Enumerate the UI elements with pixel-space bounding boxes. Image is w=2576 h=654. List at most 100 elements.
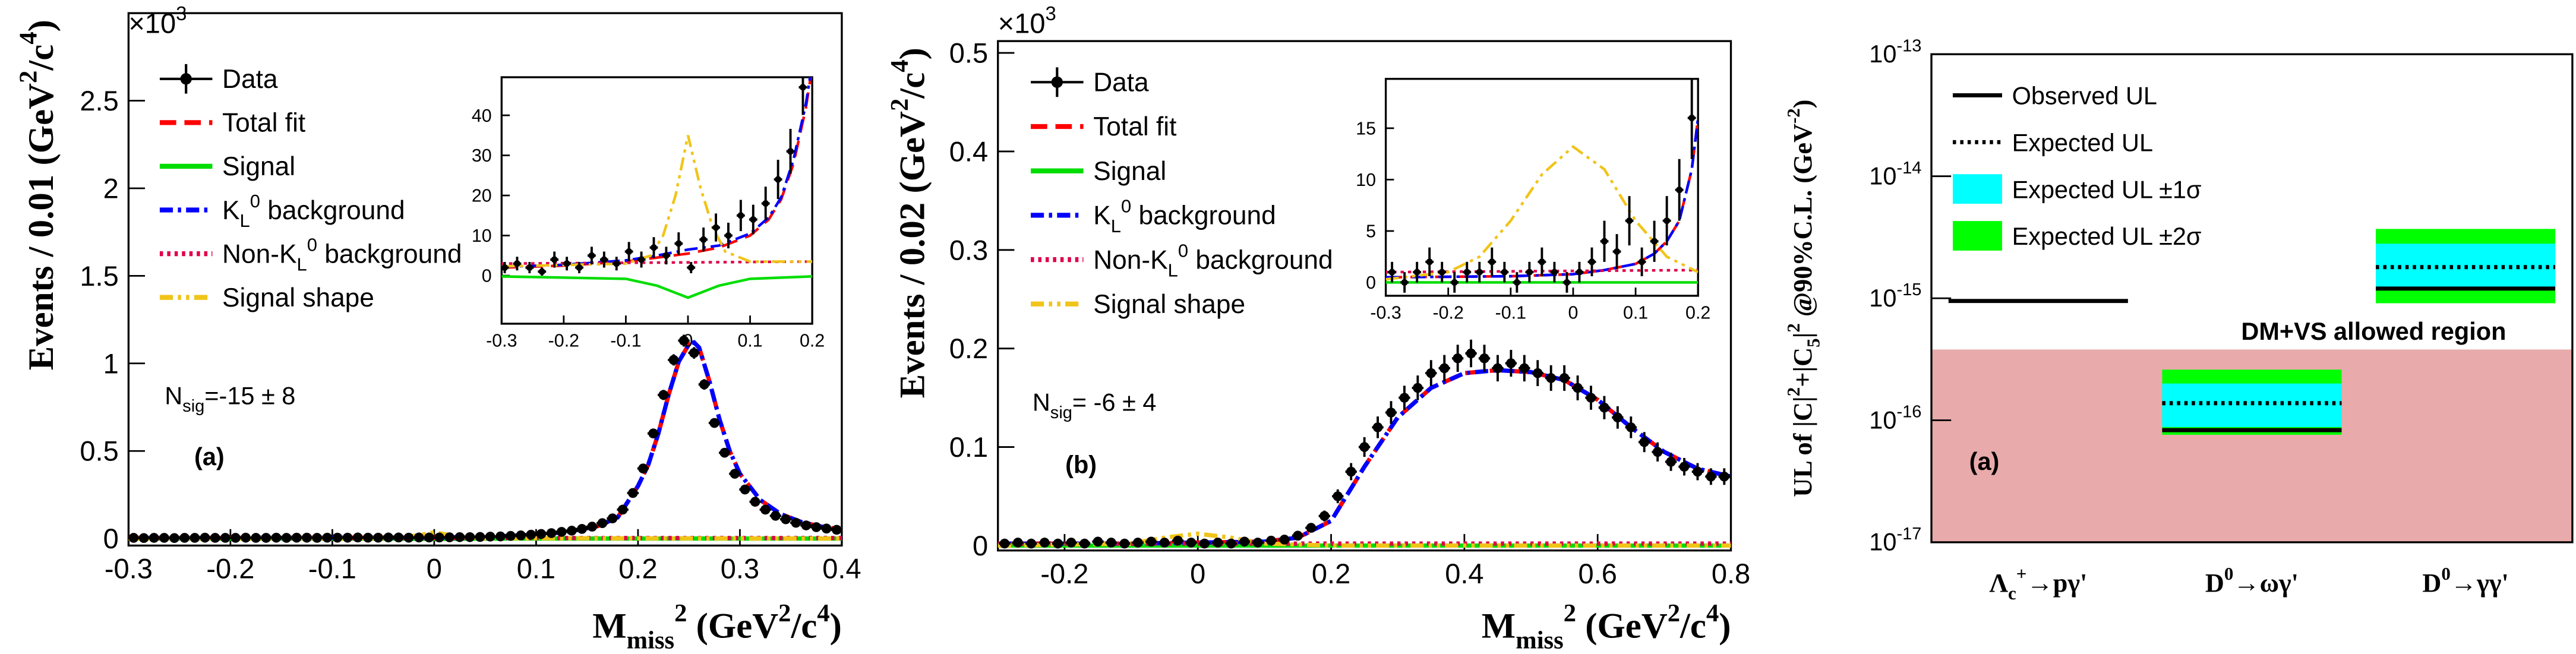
y-tick-label: 0.5 [949,37,988,69]
x-tick-label: Λc+→pγ' [1989,563,2087,604]
data-point [465,532,475,542]
y-tick-label: 10-15 [1869,280,1921,312]
region-label: DM+VS allowed region [2241,317,2506,345]
data-point [1186,538,1197,548]
annotation: Nsig= -6 ± 4 [1033,388,1157,422]
data-point [322,532,333,543]
data-point [179,533,190,543]
x-tick-label: 0 [683,331,693,351]
data-point [538,268,545,275]
data-point [1066,538,1077,548]
data-point [220,533,231,543]
data-point [1519,363,1530,374]
data-point [1693,466,1703,477]
data-point [1346,466,1356,477]
y-tick-label: 0.2 [949,333,988,364]
data-point [1626,217,1633,225]
data-point [1159,538,1170,548]
series-layer [1385,78,1699,293]
y-tick-label: 1.5 [80,260,118,292]
data-point [628,488,638,498]
data-point [1576,268,1583,276]
data-point [1538,258,1545,266]
data-point [999,538,1010,549]
data-point [597,518,608,528]
data-point [383,532,394,543]
data-point [1600,238,1608,245]
legend-label: Expected UL ±1σ [2012,175,2202,203]
data-point [1279,535,1290,545]
y-tick-label: 2 [103,172,119,204]
data-point [1093,536,1103,547]
data-point [1132,538,1143,548]
data-point [352,532,363,543]
annotation: (a) [1969,447,2000,475]
x-tick-label: 0.1 [1623,303,1648,323]
x-tick-label: 0.4 [1445,558,1483,589]
data-point [1079,538,1090,549]
data-point [1039,538,1050,548]
legend-label: Non-KL0 background [222,234,462,274]
data-point [1413,383,1423,393]
data-point [1559,373,1570,383]
data-point [638,463,648,473]
data-point [799,84,806,91]
data-point [1013,538,1023,548]
data-point [1199,538,1210,549]
data-point [501,264,509,271]
x-tick-label: -0.3 [1370,303,1401,323]
data-point [787,148,794,155]
legend-label: KL0 background [222,191,405,231]
y-tick-label: 0.5 [80,435,118,467]
data-point [678,336,689,346]
data-point [434,532,444,543]
data-point [1173,535,1183,546]
series-layer [128,334,842,544]
data-point [607,513,618,524]
x-tick-label: 0.2 [618,553,657,585]
data-point [1639,437,1650,447]
data-point [563,260,570,267]
data-point [138,533,149,544]
data-point [567,526,577,536]
y-tick-label: 1 [103,347,119,379]
data-point [821,523,832,534]
fit-curve [128,530,842,541]
inset-plot: -0.3 -0.2 -0.1 0 0.1 0.2 0 5 10 15 [1356,78,1710,323]
data-point [1546,373,1556,383]
data-point [750,216,757,223]
x-tick-label: -0.2 [548,331,579,351]
data-point [1526,268,1533,276]
annotation: Nsig=-15 ± 8 [165,382,295,416]
data-point [1333,491,1343,501]
data-point [1652,447,1663,457]
data-point [658,390,669,400]
x-tick-label: D0→ωγ' [2205,563,2299,598]
data-point [699,379,709,390]
data-point [587,522,598,532]
data-point [577,524,587,534]
data-point [1372,422,1383,432]
data-point [281,533,292,543]
data-point [1359,442,1369,452]
data-point [1612,412,1623,423]
expected-band [2162,383,2342,427]
y-tick-label: 10-14 [1869,159,1921,190]
data-point [1266,535,1276,546]
data-point [1053,538,1063,549]
y-axis-label: Events / 0.02 (GeV2/c4) [886,48,932,398]
data-point [650,244,658,251]
data-point [1506,358,1516,368]
data-point [332,532,343,543]
data-point [801,520,812,530]
legend-label: Expected UL ±2σ [2012,222,2202,250]
x-tick-label: 0.2 [800,331,825,351]
data-point [292,532,302,543]
data-point [513,260,520,267]
x-tick-label: -0.1 [1495,303,1526,323]
x-tick-label: -0.3 [486,331,517,351]
data-point [1466,348,1476,359]
x-tick-label: -0.2 [206,553,254,585]
data-point [811,522,822,532]
